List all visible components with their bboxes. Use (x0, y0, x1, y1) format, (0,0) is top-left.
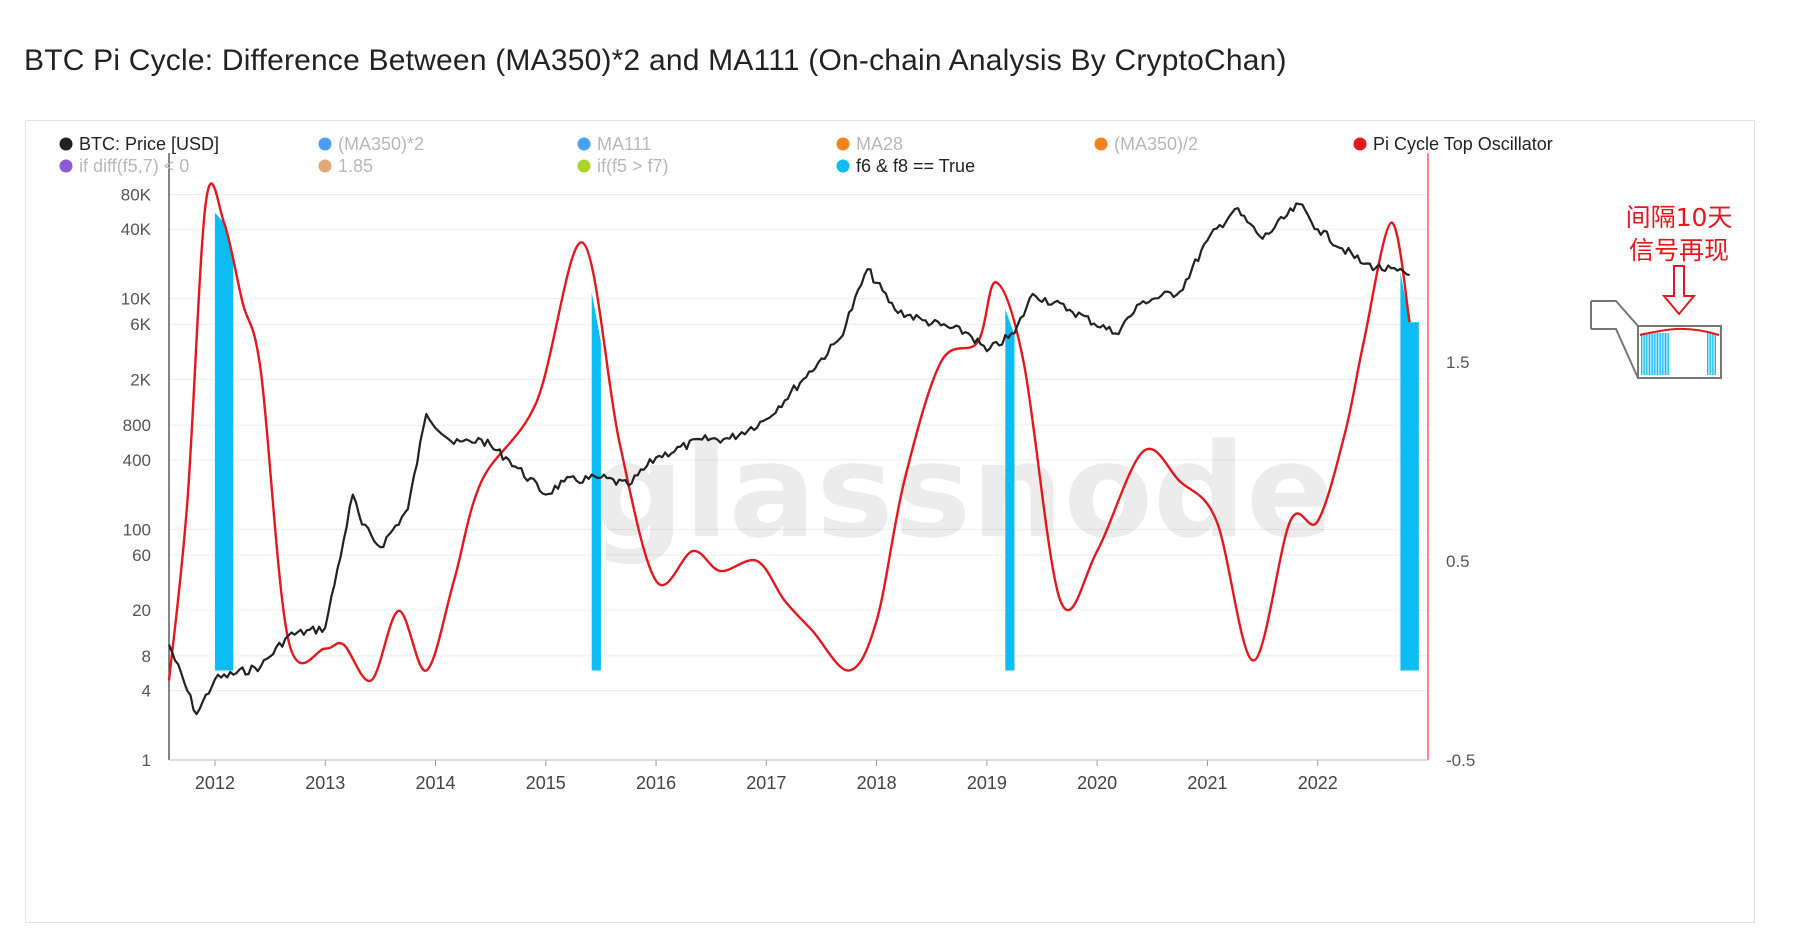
annotation-line-2: 信号再现 (1629, 236, 1729, 265)
zoom-signal-bar (1649, 333, 1650, 375)
zoom-signal-bar (1653, 333, 1655, 375)
zoom-signal-bar (1657, 333, 1658, 375)
y-left-tick-label: 80K (121, 185, 152, 204)
signal-bar (214, 212, 234, 671)
x-tick-label: 2021 (1187, 773, 1227, 793)
legend-swatch (577, 137, 591, 151)
zoom-signal-bar (1645, 333, 1647, 375)
legend-swatch (59, 137, 73, 151)
signal-bar (591, 292, 601, 671)
x-tick-label: 2018 (857, 773, 897, 793)
legend-swatch (318, 137, 332, 151)
zoom-signal-bar (1644, 333, 1646, 375)
zoom-signal-bar (1713, 333, 1715, 375)
zoom-signal-bar (1652, 333, 1654, 375)
legend-label: Pi Cycle Top Oscillator (1373, 134, 1553, 154)
y-left-tick-label: 60 (132, 546, 151, 565)
zoom-signal-bar (1665, 333, 1666, 375)
signal-bar (1005, 308, 1015, 671)
price-series (167, 202, 1410, 716)
zoom-signal-bar (1658, 333, 1660, 375)
watermark: glassnode (591, 415, 1334, 567)
y-right-tick-label: 0.5 (1446, 552, 1470, 571)
arrow-down-icon (1661, 265, 1697, 316)
legend-swatch (836, 137, 850, 151)
oscillator-series (167, 182, 1411, 682)
annotation-line-1: 间隔10天 (1626, 203, 1733, 232)
legend-label: BTC: Price [USD] (79, 134, 219, 154)
legend-label: (MA350)*2 (338, 134, 424, 154)
legend-swatch (577, 159, 591, 173)
zoom-signal-bar (1642, 333, 1644, 375)
legend-swatch (836, 159, 850, 173)
pi-cycle-chart: glassnode 80K 40K 10K 6K 2K 800 400 100 60 20 8 4 1 1… (59, 134, 1733, 793)
legend-label: MA111 (597, 134, 651, 154)
y-left-tick-label: 10K (121, 290, 152, 309)
legend-swatch (1353, 137, 1367, 151)
legend-swatch (1094, 137, 1108, 151)
legend-label: MA28 (856, 134, 903, 154)
price-line (167, 202, 1410, 716)
zoom-signal-bar (1711, 333, 1713, 375)
x-tick-label: 2013 (305, 773, 345, 793)
zoom-signal-bar (1715, 333, 1716, 375)
legend-swatch (318, 159, 332, 173)
x-tick-label: 2015 (526, 773, 566, 793)
y-left-tick-label: 2K (130, 370, 151, 389)
chart-container: glassnode 80K 40K 10K 6K 2K 800 400 100 60 20 8 4 1 1… (25, 120, 1755, 923)
x-tick-label: 2020 (1077, 773, 1117, 793)
legend-label: if(f5 > f7) (597, 156, 669, 176)
y-left-tick-label: 4 (142, 682, 151, 701)
zoom-signal-bar (1641, 333, 1642, 375)
axes: 80K 40K 10K 6K 2K 800 400 100 60 20 8 4 1 1.5 0.5 -0.5 2… (121, 153, 1475, 793)
y-left-tick-label: 8 (142, 647, 151, 666)
signal-bar (1400, 272, 1419, 671)
legend-label: f6 & f8 == True (856, 156, 975, 176)
zoom-signal-bar (1660, 333, 1662, 375)
legend-label: if diff(f5,7) < 0 (79, 156, 189, 176)
x-tick-label: 2016 (636, 773, 676, 793)
oscillator-line (167, 182, 1411, 682)
legend-swatch (59, 159, 73, 173)
y-left-tick-label: 20 (132, 601, 151, 620)
y-left-tick-label: 40K (121, 220, 152, 239)
legend-label: (MA350)/2 (1114, 134, 1198, 154)
x-tick-label: 2014 (415, 773, 455, 793)
x-tick-label: 2022 (1298, 773, 1338, 793)
x-tick-label: 2019 (967, 773, 1007, 793)
annotation: 间隔10天 信号再现 (1590, 203, 1733, 379)
zoom-signal-bar (1655, 333, 1657, 375)
x-tick-label: 2012 (195, 773, 235, 793)
zoom-signal-bar (1708, 333, 1710, 375)
zoom-signal-bar (1710, 333, 1712, 375)
zoom-box (1637, 325, 1722, 379)
y-right-tick-label: 1.5 (1446, 353, 1470, 372)
zoom-signal-bar (1707, 333, 1708, 375)
y-right-tick-label: -0.5 (1446, 751, 1475, 770)
signal-bars (214, 212, 1419, 671)
y-left-tick-label: 6K (130, 315, 151, 334)
page-title: BTC Pi Cycle: Difference Between (MA350)… (24, 44, 1287, 77)
y-left-tick-label: 800 (123, 416, 151, 435)
x-tick-label: 2017 (746, 773, 786, 793)
y-left-tick-label: 400 (123, 451, 151, 470)
y-left-tick-label: 100 (123, 520, 151, 539)
zoom-signal-bar (1650, 333, 1652, 375)
zoom-signal-bar (1668, 333, 1670, 375)
zoom-connector (1590, 300, 1639, 379)
zoom-signal-bar (1666, 333, 1668, 375)
legend: BTC: Price [USD] (MA350)*2 MA111 MA28 (MA350… (59, 134, 1553, 176)
y-left-tick-label: 1 (142, 751, 151, 770)
zoom-signal-bar (1661, 333, 1663, 375)
zoom-signal-bar (1663, 333, 1665, 375)
zoom-signal-bar (1647, 333, 1649, 375)
legend-label: 1.85 (338, 156, 373, 176)
zoom-oscillator-line (1639, 327, 1720, 336)
